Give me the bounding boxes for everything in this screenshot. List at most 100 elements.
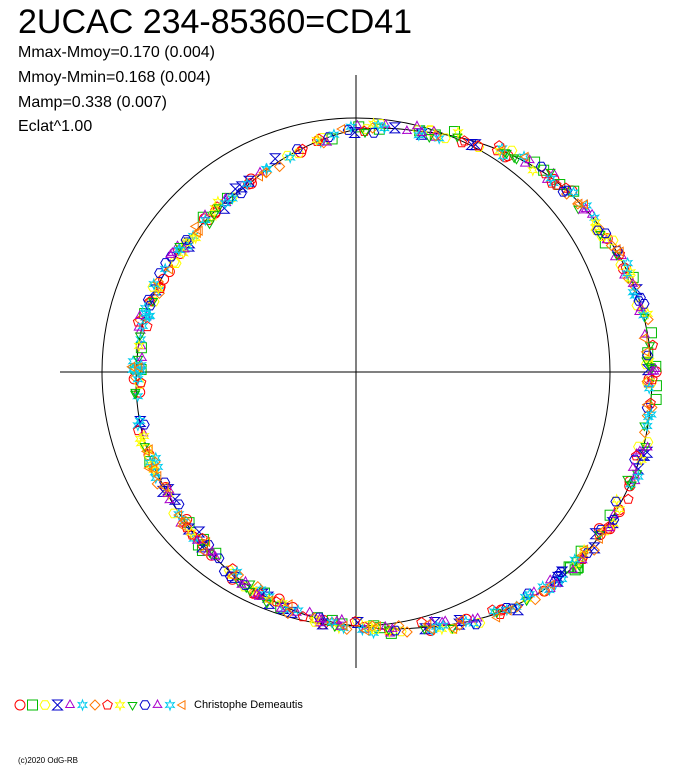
data-point <box>537 580 549 593</box>
data-point <box>326 616 338 628</box>
data-point <box>136 351 148 362</box>
data-point <box>439 133 451 144</box>
data-point <box>336 613 348 623</box>
data-point <box>314 613 325 623</box>
stat-brightness-exponent: Eclat^1.00 <box>18 118 93 135</box>
data-point <box>412 125 424 135</box>
data-point <box>629 454 641 465</box>
data-point <box>181 522 192 533</box>
data-point <box>611 244 621 255</box>
data-point <box>640 346 650 358</box>
data-point <box>297 143 308 154</box>
data-point <box>263 589 275 603</box>
data-point <box>304 606 315 616</box>
data-point <box>152 282 164 296</box>
data-point <box>283 599 293 610</box>
data-point <box>126 361 136 372</box>
legend-symbol-tri-star <box>152 698 163 709</box>
data-point <box>142 294 154 305</box>
chart-title: 2UCAC 234-85360=CD41 <box>18 3 413 41</box>
legend-symbols <box>14 698 186 712</box>
data-point <box>168 257 180 267</box>
data-point <box>594 531 605 541</box>
data-point <box>219 196 231 210</box>
data-point <box>642 410 654 424</box>
data-point <box>139 301 151 315</box>
data-point <box>608 514 620 525</box>
data-point <box>336 123 346 135</box>
data-point <box>189 221 199 232</box>
data-point <box>424 134 435 144</box>
data-point <box>151 478 164 490</box>
data-point <box>164 264 173 275</box>
data-point <box>366 622 378 635</box>
data-point <box>224 571 236 582</box>
data-point <box>578 199 588 210</box>
data-point <box>264 595 274 606</box>
data-point <box>136 340 147 350</box>
data-point <box>459 135 470 146</box>
data-point <box>622 493 634 504</box>
data-point <box>545 172 557 185</box>
data-point <box>465 139 478 151</box>
data-point <box>419 623 432 635</box>
data-point <box>328 128 340 142</box>
legend-symbol-triangle-left <box>176 699 186 711</box>
data-point <box>622 475 633 485</box>
data-point <box>519 151 529 162</box>
data-point <box>470 619 482 630</box>
stat-mmoy-mmin: Mmoy-Mmin=0.168 (0.004) <box>18 69 211 86</box>
data-point <box>632 470 644 484</box>
legend-symbol-circle <box>14 699 26 711</box>
data-point <box>185 526 197 539</box>
data-point <box>135 377 147 388</box>
data-point <box>128 363 140 376</box>
data-point <box>588 542 601 554</box>
data-point <box>511 155 522 165</box>
data-point <box>642 441 653 451</box>
data-point <box>311 133 323 147</box>
data-point <box>639 422 650 432</box>
data-point <box>640 443 651 453</box>
data-point <box>593 533 603 544</box>
data-point <box>191 534 203 544</box>
data-point <box>201 536 211 548</box>
data-point <box>588 544 600 556</box>
data-point <box>254 171 263 182</box>
data-point <box>133 362 143 373</box>
data-point <box>371 621 381 632</box>
data-point <box>273 160 286 173</box>
data-point <box>372 118 384 132</box>
data-point <box>150 451 162 465</box>
data-point <box>540 168 551 179</box>
data-point <box>491 612 501 623</box>
data-point <box>291 144 303 154</box>
data-point <box>139 443 150 453</box>
legend-symbol-square <box>27 699 38 711</box>
data-point <box>134 379 146 389</box>
data-point <box>472 140 484 151</box>
data-point <box>276 596 288 610</box>
polar-plot <box>60 75 662 668</box>
data-point <box>611 493 623 507</box>
data-point <box>164 494 175 504</box>
data-point <box>150 471 162 485</box>
data-point <box>349 616 361 627</box>
data-point <box>433 131 445 145</box>
data-point <box>159 481 169 493</box>
data-point <box>348 127 361 139</box>
data-point <box>621 266 633 280</box>
data-points <box>126 117 662 640</box>
data-point <box>198 546 208 557</box>
data-point <box>342 125 354 135</box>
data-point <box>173 507 185 521</box>
data-point <box>143 309 155 323</box>
data-point <box>261 599 273 609</box>
data-point <box>168 493 182 505</box>
data-point <box>137 319 149 333</box>
legend-symbol-diamond <box>89 699 101 711</box>
data-point <box>132 316 144 327</box>
data-point <box>253 590 265 600</box>
data-point <box>373 123 385 135</box>
data-point <box>627 277 639 287</box>
